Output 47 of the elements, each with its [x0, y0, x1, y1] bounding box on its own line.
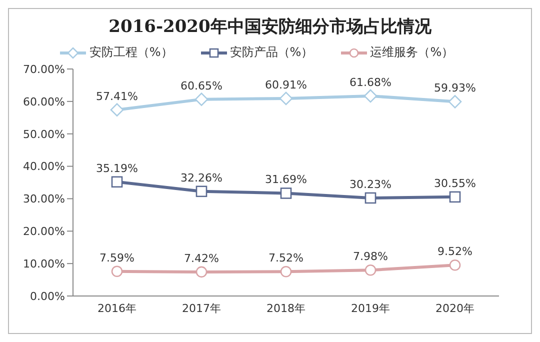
point	[111, 266, 123, 278]
data-label: 7.42%	[184, 252, 219, 265]
data-label: 31.69%	[265, 173, 307, 186]
data-label: 60.65%	[180, 79, 222, 92]
point	[364, 264, 376, 276]
point	[110, 103, 124, 116]
y-tick-label: 20.00%	[23, 225, 65, 238]
data-label: 7.52%	[268, 252, 304, 265]
point	[448, 95, 462, 108]
y-tick-label: 50.00%	[23, 128, 65, 141]
y-tick-label: 30.00%	[23, 192, 65, 206]
point	[196, 186, 208, 198]
data-label: 32.26%	[180, 171, 222, 184]
data-label: 61.68%	[350, 76, 392, 89]
data-label: 59.93%	[434, 82, 476, 95]
data-label: 60.91%	[265, 78, 307, 92]
chart-title: 2016-2020年中国安防细分市场占比情况	[108, 16, 432, 38]
y-tick-label: 0.00%	[30, 290, 65, 303]
y-tick-label: 60.00%	[23, 95, 65, 108]
x-tick-label: 2016年	[98, 302, 136, 315]
data-label: 7.98%	[353, 250, 388, 264]
point	[364, 192, 376, 204]
data-label: 57.41%	[96, 90, 138, 103]
data-label: 9.52%	[438, 245, 472, 258]
x-tick-label: 2020年	[436, 302, 474, 315]
legend-label: 安防工程（%）	[89, 44, 173, 61]
legend-label: 安防产品（%）	[230, 44, 314, 61]
point	[280, 188, 292, 199]
data-label: 7.59%	[100, 251, 134, 264]
x-tick-label: 2018年	[266, 302, 306, 315]
point	[194, 92, 208, 106]
point	[196, 266, 208, 278]
legend-label: 运维服务（%）	[370, 44, 454, 61]
y-tick-label: 70.00%	[23, 62, 65, 76]
point	[279, 92, 293, 106]
data-label: 35.19%	[96, 162, 138, 175]
point	[449, 259, 461, 271]
point	[280, 266, 292, 278]
y-tick-label: 40.00%	[23, 160, 65, 174]
y-tick-label: 10.00%	[23, 257, 65, 270]
data-label: 30.23%	[350, 178, 392, 191]
x-tick-label: 2019年	[351, 302, 390, 315]
data-label: 30.55%	[434, 176, 476, 190]
x-tick-label: 2017年	[182, 302, 221, 315]
point	[364, 89, 378, 103]
point	[111, 176, 123, 188]
point	[449, 191, 461, 203]
